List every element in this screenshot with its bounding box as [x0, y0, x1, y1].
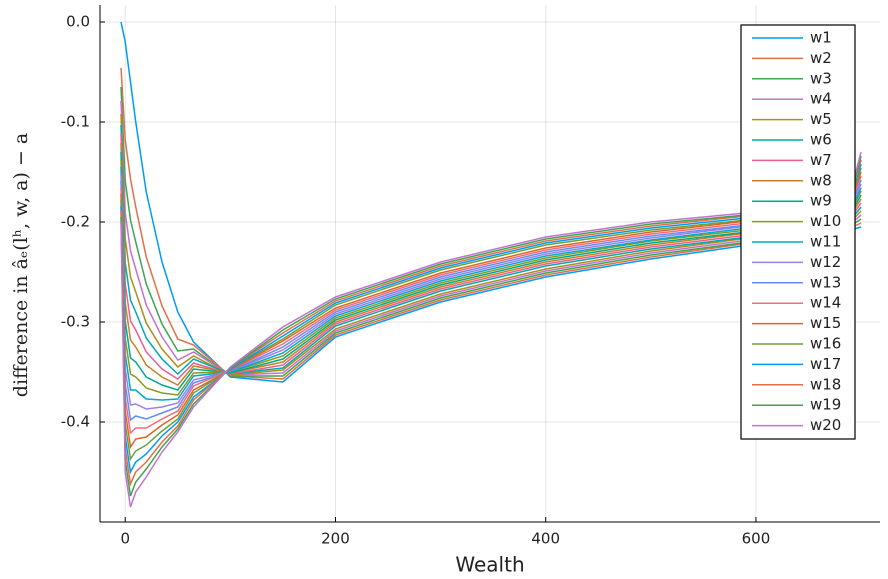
line-series: [120, 151, 862, 391]
legend-label: w5: [810, 110, 832, 128]
legend-label: w18: [810, 375, 841, 393]
legend-label: w20: [810, 416, 841, 434]
legend-label: w10: [810, 212, 841, 230]
x-tick-label: 400: [531, 530, 560, 548]
line-series: [120, 171, 862, 450]
y-tick-label: -0.3: [61, 313, 90, 331]
line-series: [120, 179, 862, 422]
legend-label: w6: [810, 131, 832, 149]
y-tick-label: 0.0: [66, 13, 90, 31]
y-axis-label: difference in âₑ(lʰ, w, a) − a: [10, 133, 32, 397]
line-series: [120, 166, 862, 401]
y-tick-label: -0.4: [61, 413, 90, 431]
legend-label: w13: [810, 273, 841, 291]
y-tick-label: -0.1: [61, 113, 90, 131]
x-axis-label: Wealth: [455, 553, 524, 577]
legend-label: w8: [810, 171, 832, 189]
line-series: [120, 86, 862, 377]
legend-label: w2: [810, 49, 832, 67]
line-series: [120, 21, 862, 383]
line-series: [120, 151, 862, 508]
legend-label: w1: [810, 29, 832, 47]
legend-label: w17: [810, 355, 841, 373]
legend-label: w15: [810, 314, 841, 332]
legend-label: w9: [810, 192, 832, 210]
legend-label: w7: [810, 151, 832, 169]
y-tick-label: -0.2: [61, 213, 90, 231]
legend-label: w19: [810, 396, 841, 414]
x-tick-label: 0: [120, 530, 130, 548]
legend-label: w11: [810, 233, 841, 251]
legend-label: w3: [810, 69, 832, 87]
line-series: [120, 113, 862, 376]
legend-label: w12: [810, 253, 841, 271]
legend-box: [740, 24, 856, 440]
line-series: [120, 133, 862, 380]
x-tick-label: 200: [321, 530, 350, 548]
legend-label: w4: [810, 90, 832, 108]
legend-label: w14: [810, 294, 841, 312]
x-tick-label: 600: [742, 530, 771, 548]
legend-label: w16: [810, 335, 841, 353]
